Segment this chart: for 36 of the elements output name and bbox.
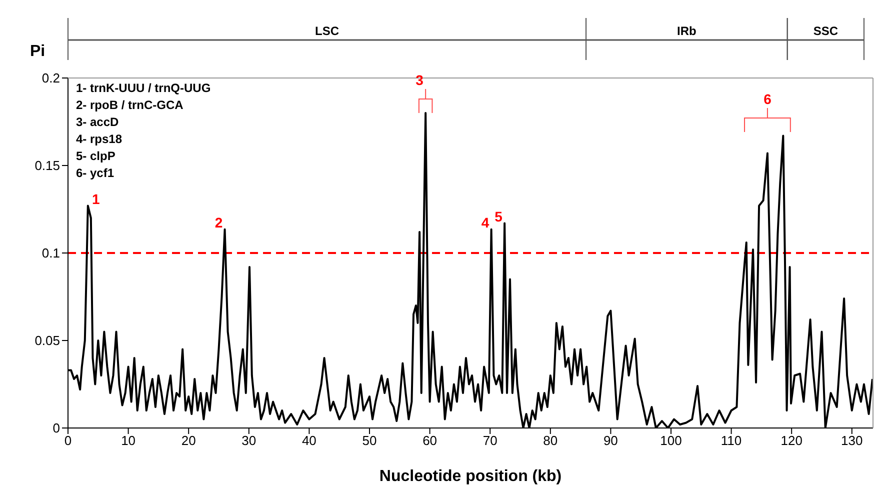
text: IRb <box>677 24 696 38</box>
annotation: 2 <box>214 214 223 230</box>
x-tick-label: 130 <box>841 433 863 448</box>
x-tick-label: 90 <box>603 433 618 448</box>
x-tick-label: 70 <box>482 433 498 448</box>
annotation: 4 <box>481 214 490 230</box>
annotation: 3 <box>416 72 424 88</box>
x-tick-label: 50 <box>362 433 377 448</box>
y-axis-title: Pi <box>30 43 46 60</box>
x-tick-label: 30 <box>242 433 256 448</box>
annotation: 3- accD <box>76 115 120 129</box>
x-axis-title: Nucleotide position (kb) <box>379 468 562 485</box>
annotation: 1- trnK-UUU / trnQ-UUG <box>76 81 211 95</box>
annotation: 1 <box>92 190 100 207</box>
y-tick-label: 0.1 <box>42 246 60 261</box>
annotation: 5 <box>494 208 503 224</box>
annotation: 6 <box>764 91 772 107</box>
annotation: 2- rpoB / trnC-GCA <box>76 98 184 112</box>
x-tick-label: 60 <box>422 433 438 448</box>
text: SSC <box>813 24 838 38</box>
x-tick-label: 0 <box>64 433 72 448</box>
x-tick-label: 120 <box>780 433 802 448</box>
annotation: 4- rps18 <box>76 132 122 146</box>
text: LSC <box>315 24 340 38</box>
annotation: 5- clpP <box>76 149 116 163</box>
y-tick-label: 0.2 <box>42 70 60 86</box>
x-tick-label: 10 <box>121 433 136 448</box>
y-tick-label: 0 <box>52 420 60 436</box>
y-tick-label: 0.15 <box>34 158 60 174</box>
x-tick-label: 80 <box>543 433 558 448</box>
x-tick-label: 40 <box>302 433 316 448</box>
x-tick-label: 20 <box>181 433 196 448</box>
x-tick-label: 110 <box>720 433 742 448</box>
y-tick-label: 0.05 <box>34 333 60 348</box>
annotation: 6- ycf1 <box>76 166 114 180</box>
x-tick-label: 100 <box>660 433 682 448</box>
